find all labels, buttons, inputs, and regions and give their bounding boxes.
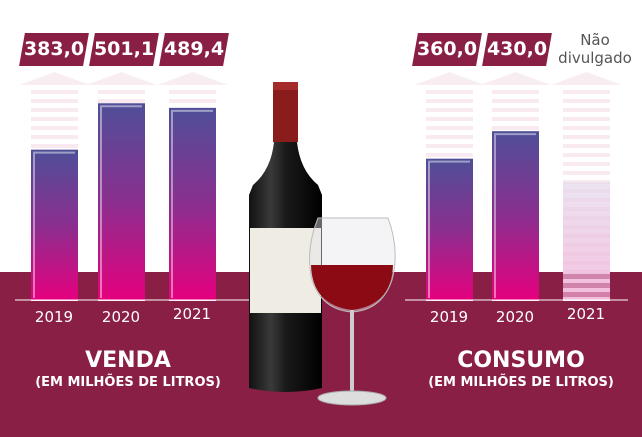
bar-2021 [563, 182, 610, 300]
bar-track-stripe [492, 126, 539, 130]
value-label-venda-2020: 501,1 [89, 33, 159, 66]
bar-track-arrow [19, 72, 90, 85]
bar-track-stripe [426, 135, 473, 139]
bar-track-arrow [414, 72, 485, 85]
bar-track-stripe [563, 144, 610, 148]
bar-track-stripe [31, 99, 78, 103]
bar-highlight [494, 133, 536, 298]
bar-track-stripe [169, 99, 216, 103]
consumo-subtitle: (EM MILHÕES DE LITROS) [428, 375, 614, 390]
bar-2020 [492, 131, 539, 300]
bar-highlight [428, 160, 470, 298]
bar-track-arrow [86, 72, 157, 85]
year-label: 2020 [495, 308, 535, 326]
bar-track-arrow [157, 72, 228, 85]
value-label-venda-2021: 489,4 [159, 33, 229, 66]
bar-track-stripe [98, 99, 145, 103]
bar-track-stripe [426, 90, 473, 94]
wine-bottle-illustration [249, 82, 322, 392]
bar-track-stripe [563, 117, 610, 121]
bar-track-stripe [563, 162, 610, 166]
consumo-title: CONSUMO [457, 348, 585, 373]
bar-track-stripe [492, 90, 539, 94]
year-label: 2021 [172, 305, 212, 323]
wine-glass-illustration [309, 217, 396, 406]
bar-track-stripe [426, 126, 473, 130]
year-label: 2021 [566, 305, 606, 323]
bar-highlight [171, 109, 213, 298]
value-label-consumo-2021: Não divulgado [558, 31, 632, 67]
year-label: 2019 [429, 308, 469, 326]
bar-track-stripe [426, 117, 473, 121]
value-label-venda-2019: 383,0 [19, 33, 89, 66]
value-label-consumo-2019: 360,0 [412, 33, 482, 66]
bar-track-stripe [563, 108, 610, 112]
bar-track-stripe [169, 90, 216, 94]
bar-highlight [33, 151, 75, 298]
bar-2021 [169, 107, 216, 300]
bar-track-stripe [563, 90, 610, 94]
bar-track-stripe [31, 135, 78, 139]
venda-title: VENDA [85, 348, 171, 373]
bar-2019 [426, 158, 473, 300]
bar-track-stripe [563, 180, 610, 184]
bar-track-stripe [426, 153, 473, 157]
bar-track-stripe [31, 126, 78, 130]
bar-track-stripe [31, 117, 78, 121]
bar-track-stripe [426, 108, 473, 112]
bar-track-stripe [492, 99, 539, 103]
bar-highlight [100, 105, 142, 298]
bar-track-arrow [480, 72, 551, 85]
bar-track-arrow [551, 72, 622, 85]
bar-track-stripe [563, 153, 610, 157]
bar-track-stripe [31, 144, 78, 148]
bar-track-stripe [426, 144, 473, 148]
bar-track-stripe [426, 99, 473, 103]
bar-track-stripe [492, 108, 539, 112]
bar-track-stripe [31, 108, 78, 112]
bar-track-stripe [563, 126, 610, 130]
bar-track-stripe [563, 171, 610, 175]
bar-2019 [31, 149, 78, 300]
year-label: 2020 [101, 308, 141, 326]
bar-track-stripe [31, 90, 78, 94]
venda-subtitle: (EM MILHÕES DE LITROS) [35, 375, 221, 390]
bar-track-stripe [563, 99, 610, 103]
year-label: 2019 [34, 308, 74, 326]
value-label-consumo-2020: 430,0 [482, 33, 552, 66]
bar-2020 [98, 103, 145, 300]
bar-track-stripe [492, 117, 539, 121]
bar-track-stripe [563, 135, 610, 139]
bar-track-stripe [98, 90, 145, 94]
